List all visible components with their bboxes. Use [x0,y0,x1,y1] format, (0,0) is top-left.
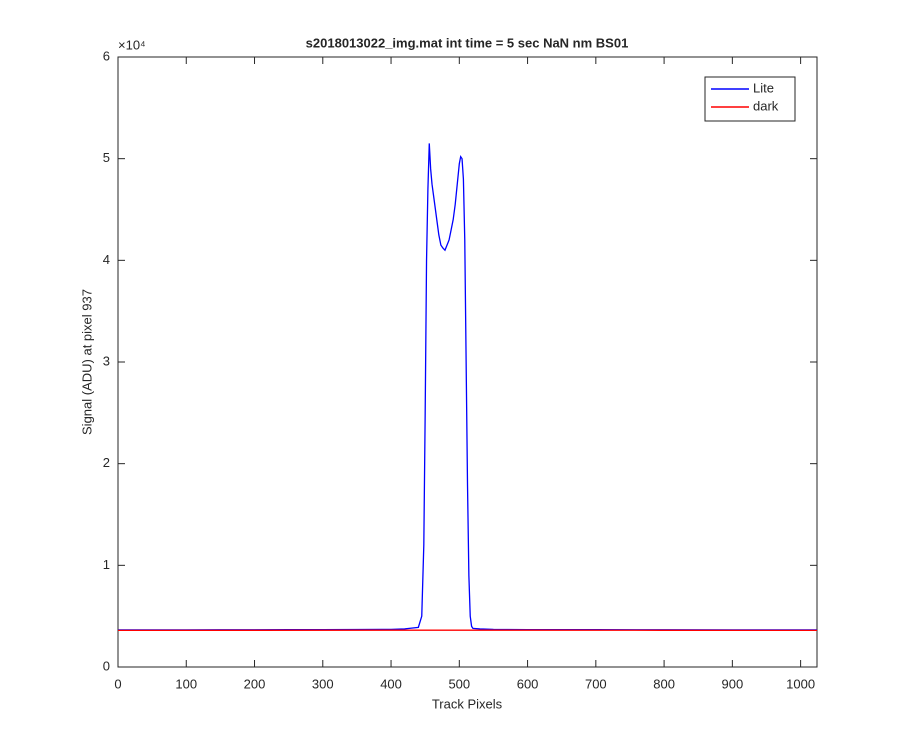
x-tick-label: 500 [448,676,470,691]
x-tick-label: 400 [380,676,402,691]
legend-box [704,76,796,122]
legend-label: Lite [753,80,774,95]
x-tick-label: 700 [585,676,607,691]
x-tick-label: 900 [722,676,744,691]
y-tick-label: 1 [103,557,110,572]
plot-area [117,56,818,668]
y-tick-label: 5 [103,150,110,165]
x-tick-label: 200 [244,676,266,691]
x-tick-label: 1000 [786,676,815,691]
x-tick-label: 100 [175,676,197,691]
x-tick-label: 800 [653,676,675,691]
y-tick-label: 4 [103,252,110,267]
y-tick-label: 2 [103,455,110,470]
y-tick-label: 0 [103,658,110,673]
x-tick-label: 0 [114,676,121,691]
y-tick-label: 3 [103,353,110,368]
x-tick-label: 300 [312,676,334,691]
chart-title: s2018013022_img.mat int time = 5 sec NaN… [306,35,629,50]
legend-label: dark [753,98,779,113]
x-axis-label: Track Pixels [432,696,503,711]
y-scale-label: ×10⁴ [118,37,146,52]
data-line [118,143,817,631]
x-tick-label: 600 [517,676,539,691]
y-axis-label: Signal (ADU) at pixel 937 [79,289,94,435]
y-tick-label: 6 [103,48,110,63]
